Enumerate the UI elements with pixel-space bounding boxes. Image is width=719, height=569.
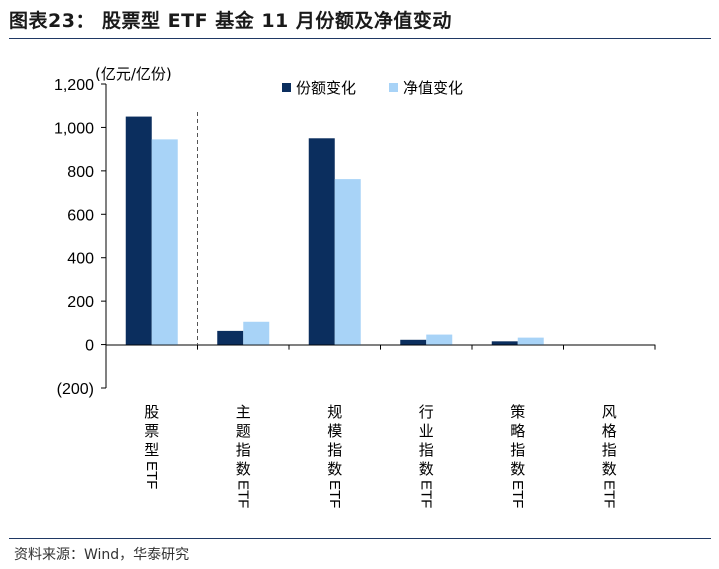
footer-divider	[9, 538, 711, 539]
bar-nav-change	[517, 337, 544, 345]
category-label-char: 策	[510, 403, 525, 421]
category-label-char: 数	[419, 460, 434, 478]
bar-nav-change	[334, 179, 361, 345]
category-label-latin: ETF	[600, 480, 617, 508]
y-tick-label: 1,000	[54, 120, 94, 137]
category-label-latin: ETF	[326, 480, 343, 508]
category-label-char: 题	[236, 422, 251, 440]
category-label-char: 格	[602, 422, 617, 440]
x-axis-ticks	[105, 344, 656, 350]
bar-nav-change	[426, 334, 453, 345]
category-label-char: 指	[327, 441, 342, 459]
y-tick-label: 800	[67, 164, 94, 181]
category-label-latin: ETF	[417, 480, 434, 508]
y-axis-ticks: 1,200 1,000 800 600 400 200 0 (200)	[54, 77, 106, 398]
category-label-char: 指	[510, 441, 525, 459]
y-tick-label: 400	[67, 251, 94, 268]
bar-share-change	[308, 138, 335, 345]
category-label-char: 略	[510, 422, 525, 440]
category-label-latin: ETF	[234, 480, 251, 508]
category-label-char: 行	[419, 403, 434, 421]
y-tick-label: 0	[85, 338, 94, 355]
chart-title: 图表23： 股票型 ETF 基金 11 月份额及净值变动	[9, 10, 452, 32]
legend-label: 份额变化	[296, 79, 356, 97]
source-note: 资料来源：Wind，华泰研究	[14, 547, 190, 563]
y-tick-label: 1,200	[54, 77, 94, 94]
bar-nav-change	[243, 321, 270, 345]
bar-share-change	[125, 116, 152, 345]
bar-share-change	[217, 330, 244, 345]
category-label-latin: ETF	[509, 480, 526, 508]
category-label-latin: ETF	[143, 461, 160, 489]
title-divider	[9, 38, 711, 39]
y-axis-unit-label: (亿元/亿份)	[95, 65, 172, 83]
category-label-char: 主	[236, 403, 251, 421]
category-label-char: 风	[602, 403, 617, 421]
y-tick-label: 200	[67, 294, 94, 311]
category-label-char: 规	[327, 403, 342, 421]
bar-series	[125, 116, 544, 345]
category-label-char: 数	[510, 460, 525, 478]
category-label-char: 模	[327, 422, 342, 440]
bar-nav-change	[151, 139, 178, 345]
category-label-char: 数	[236, 460, 251, 478]
category-label-char: 指	[419, 441, 434, 459]
category-label: 股票型 ETF	[143, 403, 160, 489]
category-label-char: 数	[602, 460, 617, 478]
category-label-char: 数	[327, 460, 342, 478]
y-tick-label: 600	[67, 207, 94, 224]
category-label-char: 股	[144, 403, 159, 421]
category-labels: 股票型ETF主题指数ETF规模指数ETF行业指数ETF策略指数ETF风格指数ET…	[143, 403, 618, 508]
category-label-char: 业	[419, 422, 434, 440]
bar-share-change	[491, 341, 518, 345]
category-label-char: 指	[236, 441, 251, 459]
legend: 份额变化 净值变化	[282, 79, 463, 97]
legend-label: 净值变化	[403, 79, 463, 97]
legend-swatch	[282, 83, 291, 92]
legend-swatch	[389, 83, 398, 92]
y-tick-label: (200)	[57, 381, 94, 398]
category-label-char: 型	[144, 441, 159, 459]
category-label-char: 票	[144, 422, 159, 440]
bar-share-change	[400, 339, 427, 345]
category-label-char: 指	[602, 441, 617, 459]
